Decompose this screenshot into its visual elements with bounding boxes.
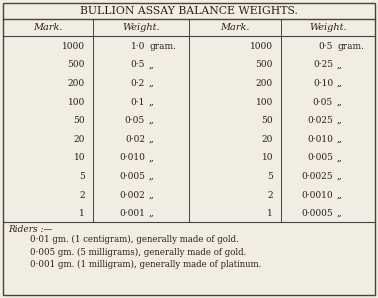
- Text: ,,: ,,: [149, 97, 155, 106]
- Text: 0·001: 0·001: [119, 209, 145, 218]
- Text: 0·025: 0·025: [307, 116, 333, 125]
- Text: ,,: ,,: [337, 135, 343, 144]
- Text: 0·05: 0·05: [125, 116, 145, 125]
- Text: 100: 100: [256, 97, 273, 106]
- Text: 0·5: 0·5: [319, 42, 333, 51]
- Text: 0·010: 0·010: [307, 135, 333, 144]
- Text: 1000: 1000: [250, 42, 273, 51]
- Text: ,,: ,,: [337, 79, 343, 88]
- Text: 2: 2: [267, 190, 273, 200]
- Text: ,,: ,,: [337, 97, 343, 106]
- Text: 5: 5: [267, 172, 273, 181]
- Text: 20: 20: [262, 135, 273, 144]
- Text: 0·25: 0·25: [313, 60, 333, 69]
- Text: ,,: ,,: [149, 60, 155, 69]
- Text: BULLION ASSAY BALANCE WEIGHTS.: BULLION ASSAY BALANCE WEIGHTS.: [80, 6, 298, 16]
- Text: 0·005 gm. (5 milligrams), generally made of gold.: 0·005 gm. (5 milligrams), generally made…: [30, 248, 246, 257]
- Text: Riders :—: Riders :—: [8, 225, 53, 234]
- Text: ,,: ,,: [149, 153, 155, 162]
- Text: 0·05: 0·05: [313, 97, 333, 106]
- Text: 1: 1: [267, 209, 273, 218]
- Text: Weight.: Weight.: [309, 23, 347, 32]
- Text: ,,: ,,: [337, 60, 343, 69]
- Text: ,,: ,,: [337, 209, 343, 218]
- Text: 0·0005: 0·0005: [301, 209, 333, 218]
- Text: 0·5: 0·5: [130, 60, 145, 69]
- Text: 20: 20: [74, 135, 85, 144]
- Text: Weight.: Weight.: [122, 23, 160, 32]
- Text: 0·005: 0·005: [119, 172, 145, 181]
- Text: ,,: ,,: [149, 190, 155, 200]
- Text: 1: 1: [79, 209, 85, 218]
- Text: Mark.: Mark.: [220, 23, 250, 32]
- Text: 0·10: 0·10: [313, 79, 333, 88]
- Text: 500: 500: [68, 60, 85, 69]
- Text: 0·002: 0·002: [119, 190, 145, 200]
- Text: 0·010: 0·010: [119, 153, 145, 162]
- Text: ,,: ,,: [149, 209, 155, 218]
- Text: 2: 2: [79, 190, 85, 200]
- Text: 5: 5: [79, 172, 85, 181]
- Text: 200: 200: [68, 79, 85, 88]
- Text: gram.: gram.: [149, 42, 176, 51]
- Text: 0·2: 0·2: [131, 79, 145, 88]
- Text: ,,: ,,: [337, 172, 343, 181]
- Text: 0·0025: 0·0025: [301, 172, 333, 181]
- Text: 0·0010: 0·0010: [301, 190, 333, 200]
- Text: ,,: ,,: [149, 135, 155, 144]
- Text: 100: 100: [68, 97, 85, 106]
- Text: 50: 50: [261, 116, 273, 125]
- Text: ,,: ,,: [149, 172, 155, 181]
- Text: 0·1: 0·1: [131, 97, 145, 106]
- Text: 50: 50: [73, 116, 85, 125]
- Text: ,,: ,,: [149, 116, 155, 125]
- Text: 0·02: 0·02: [125, 135, 145, 144]
- Text: 0·005: 0·005: [307, 153, 333, 162]
- Text: ,,: ,,: [337, 190, 343, 200]
- Text: gram.: gram.: [337, 42, 364, 51]
- Text: 1·0: 1·0: [131, 42, 145, 51]
- Text: ,,: ,,: [337, 153, 343, 162]
- Text: ,,: ,,: [337, 116, 343, 125]
- Text: 10: 10: [73, 153, 85, 162]
- Text: ,,: ,,: [149, 79, 155, 88]
- Text: 500: 500: [256, 60, 273, 69]
- Text: 0·001 gm. (1 milligram), generally made of platinum.: 0·001 gm. (1 milligram), generally made …: [30, 260, 261, 269]
- Text: Mark.: Mark.: [33, 23, 63, 32]
- Text: 200: 200: [256, 79, 273, 88]
- Text: 1000: 1000: [62, 42, 85, 51]
- Text: 10: 10: [262, 153, 273, 162]
- Text: 0·01 gm. (1 centigram), generally made of gold.: 0·01 gm. (1 centigram), generally made o…: [30, 235, 239, 244]
